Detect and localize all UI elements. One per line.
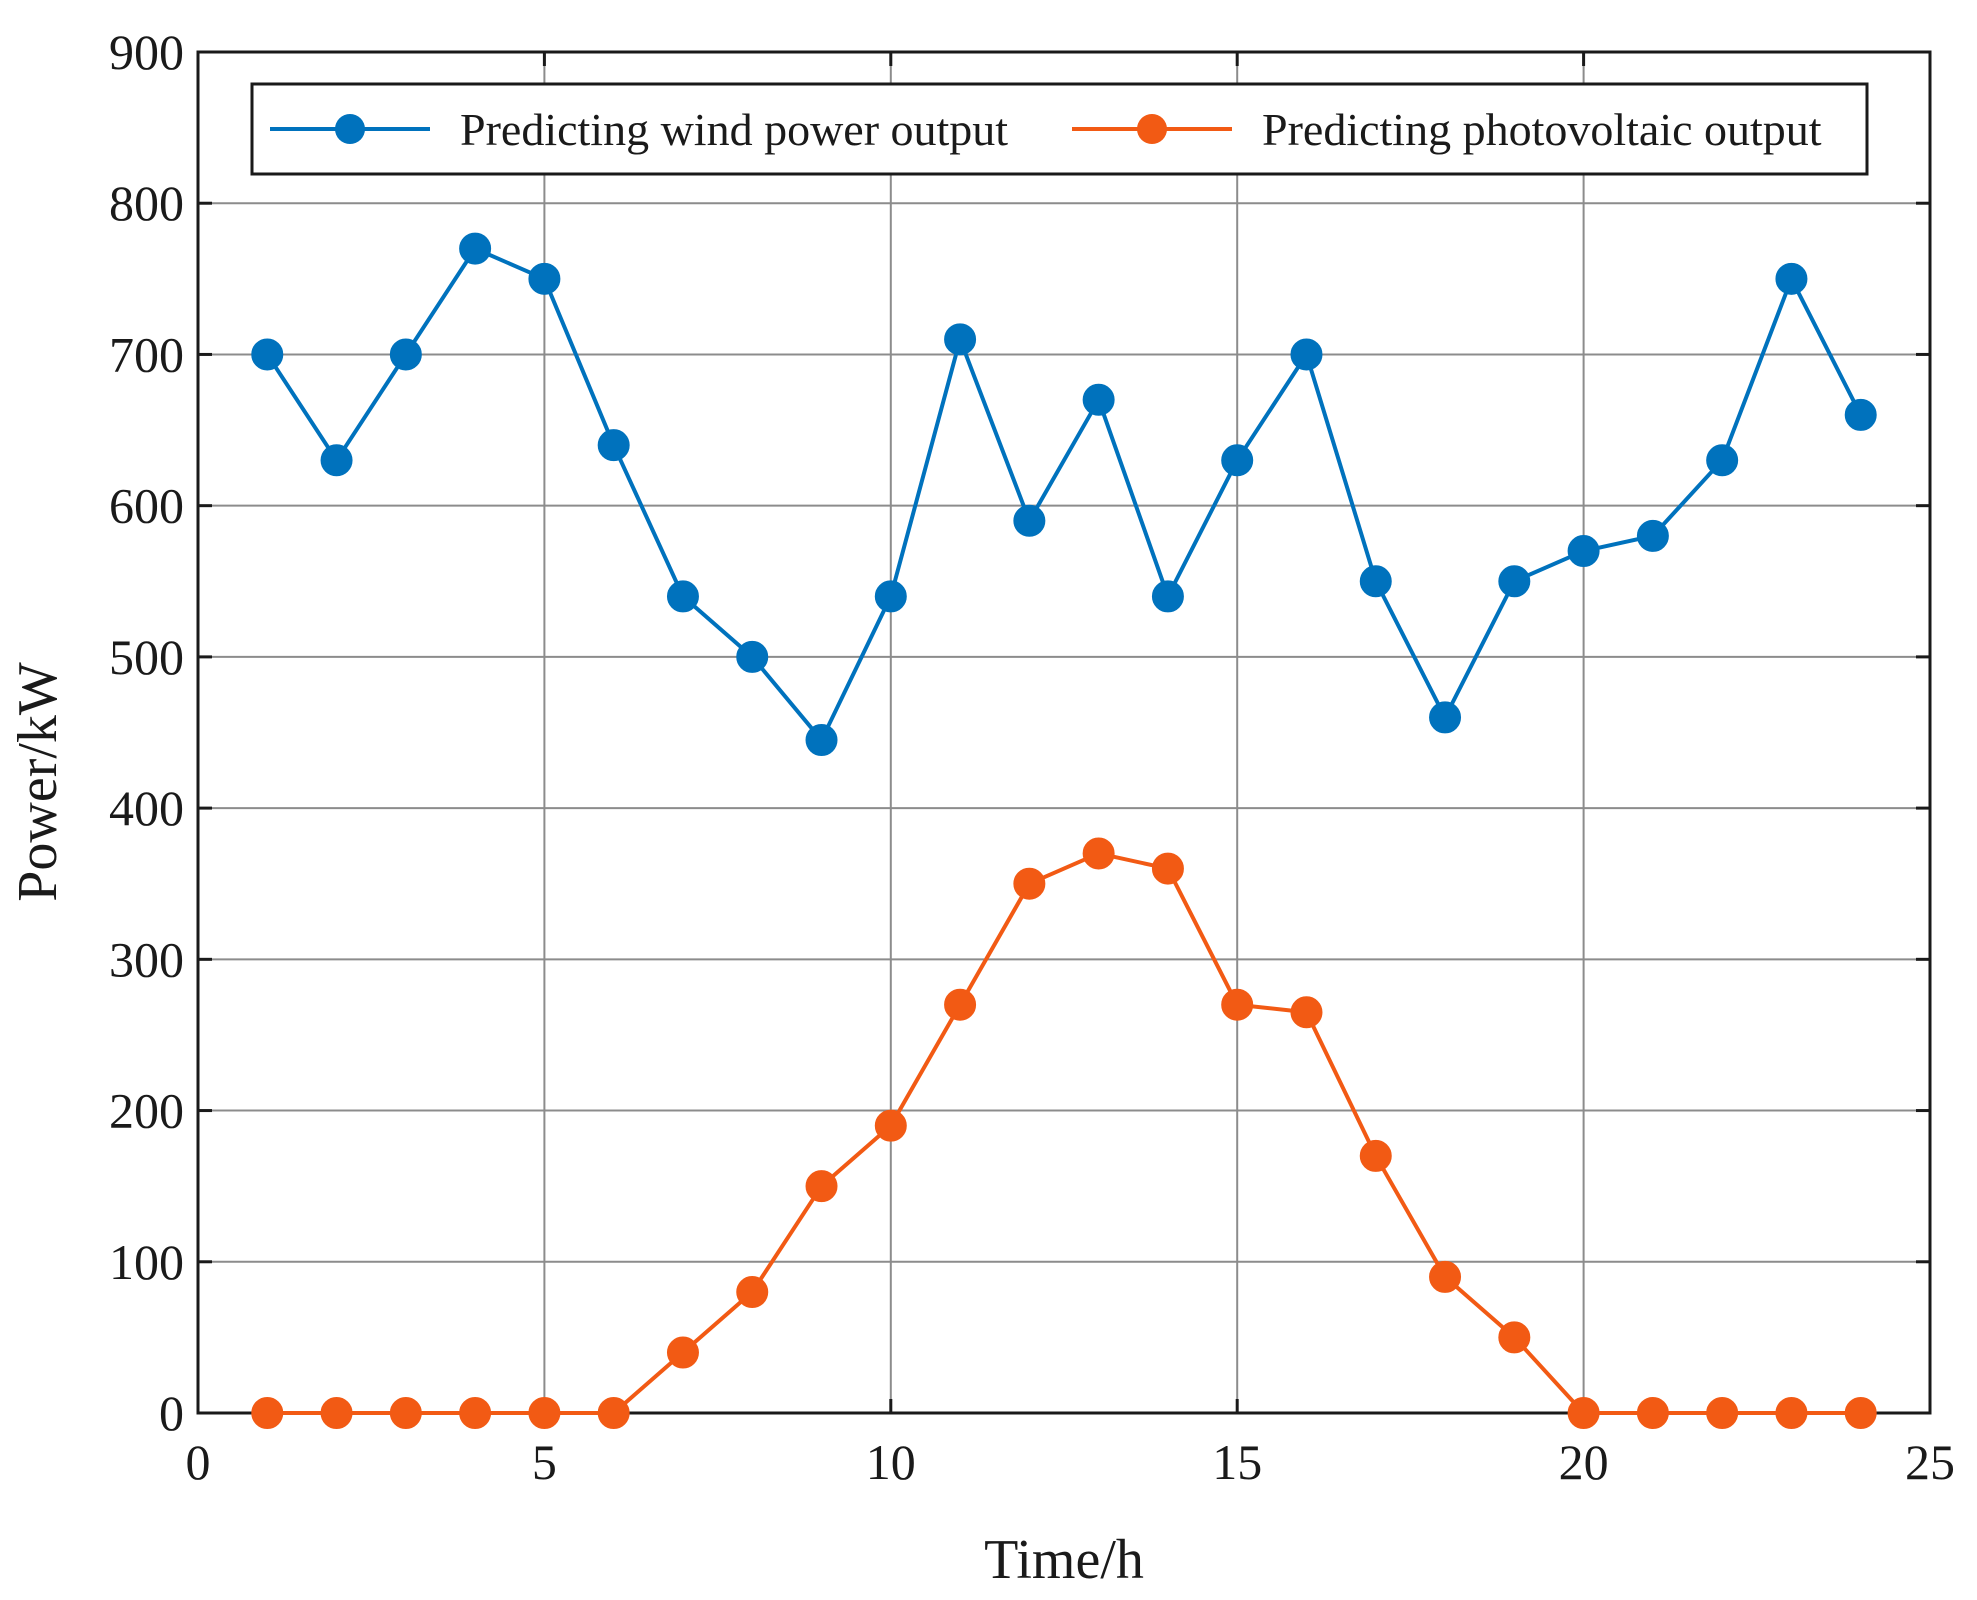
y-tick-label: 300 — [109, 931, 184, 987]
data-point — [1082, 383, 1115, 416]
data-point — [1221, 988, 1254, 1021]
data-point — [874, 1109, 907, 1142]
y-tick-label: 500 — [109, 629, 184, 685]
y-tick-label: 700 — [109, 326, 184, 382]
grid-lines — [198, 52, 1930, 1413]
y-tick-label: 600 — [109, 478, 184, 534]
data-point — [1706, 444, 1739, 477]
x-tick-label: 10 — [866, 1434, 916, 1490]
data-point — [389, 338, 422, 371]
axes: 0 5 10 15 20 25 0 100 200 300 400 500 600 700 800 900 — [109, 24, 1955, 1490]
y-tick-label: 800 — [109, 175, 184, 231]
x-tick-label: 20 — [1559, 1434, 1609, 1490]
data-point — [320, 444, 353, 477]
y-tick-label: 900 — [109, 24, 184, 80]
legend-item: Predicting wind power output — [270, 104, 1008, 155]
data-point — [1844, 398, 1877, 431]
data-point — [1429, 701, 1462, 734]
data-point — [1151, 580, 1184, 613]
legend-item: Predicting photovoltaic output — [1072, 104, 1822, 155]
data-point — [736, 1276, 769, 1309]
data-point — [251, 1397, 284, 1429]
data-point — [459, 232, 492, 265]
series-line — [267, 851, 1861, 1415]
y-tick-label: 200 — [109, 1083, 184, 1139]
y-tick-label: 400 — [109, 780, 184, 836]
data-point — [459, 1397, 492, 1429]
x-axis-title: Time/h — [984, 1529, 1144, 1591]
y-tick-label: 100 — [109, 1234, 184, 1290]
data-point — [874, 580, 907, 613]
data-point — [1775, 1397, 1808, 1429]
data-point — [389, 1397, 422, 1429]
legend: Predicting wind power output Predicting p… — [250, 82, 1869, 176]
series-2 — [251, 837, 1877, 1429]
x-tick-label: 0 — [186, 1434, 211, 1490]
x-tick-label: 25 — [1905, 1434, 1955, 1490]
data-point — [1844, 1397, 1877, 1429]
y-axis-title: Power/kW — [7, 662, 69, 902]
data-point — [1359, 565, 1392, 598]
data-point — [1290, 338, 1323, 371]
data-point — [1082, 837, 1115, 870]
data-point — [1498, 1321, 1531, 1354]
legend-marker — [335, 114, 365, 144]
data-point — [805, 724, 838, 757]
data-point — [736, 640, 769, 673]
data-point — [1290, 996, 1323, 1029]
data-point — [1706, 1397, 1739, 1429]
data-point — [1636, 519, 1669, 552]
data-point — [1636, 1397, 1669, 1429]
data-point — [666, 580, 699, 613]
x-tick-label: 15 — [1212, 1434, 1262, 1490]
legend-label: Predicting photovoltaic output — [1262, 104, 1822, 155]
data-point — [1221, 444, 1254, 477]
series-layer — [251, 232, 1877, 1429]
series-line — [265, 246, 1863, 743]
data-point — [597, 429, 630, 462]
data-point — [528, 1397, 561, 1429]
series-1 — [251, 232, 1877, 757]
data-point — [666, 1336, 699, 1369]
plot-frame — [196, 50, 1932, 1415]
data-point — [1567, 1397, 1600, 1429]
data-point — [944, 988, 977, 1021]
data-point — [597, 1397, 630, 1429]
data-point — [251, 338, 284, 371]
data-point — [805, 1170, 838, 1203]
data-point — [1567, 535, 1600, 568]
data-point — [1429, 1260, 1462, 1293]
legend-marker — [1137, 114, 1167, 144]
data-point — [1359, 1139, 1392, 1172]
data-point — [320, 1397, 353, 1429]
legend-label: Predicting wind power output — [460, 104, 1008, 155]
x-tick-label: 5 — [532, 1434, 557, 1490]
data-point — [1013, 504, 1046, 537]
data-point — [1498, 565, 1531, 598]
data-point — [1151, 852, 1184, 885]
data-point — [528, 262, 561, 295]
y-tick-label: 0 — [159, 1385, 184, 1441]
legend-box — [250, 82, 1869, 176]
data-point — [1775, 262, 1808, 295]
data-point — [1013, 867, 1046, 900]
data-point — [944, 323, 977, 356]
